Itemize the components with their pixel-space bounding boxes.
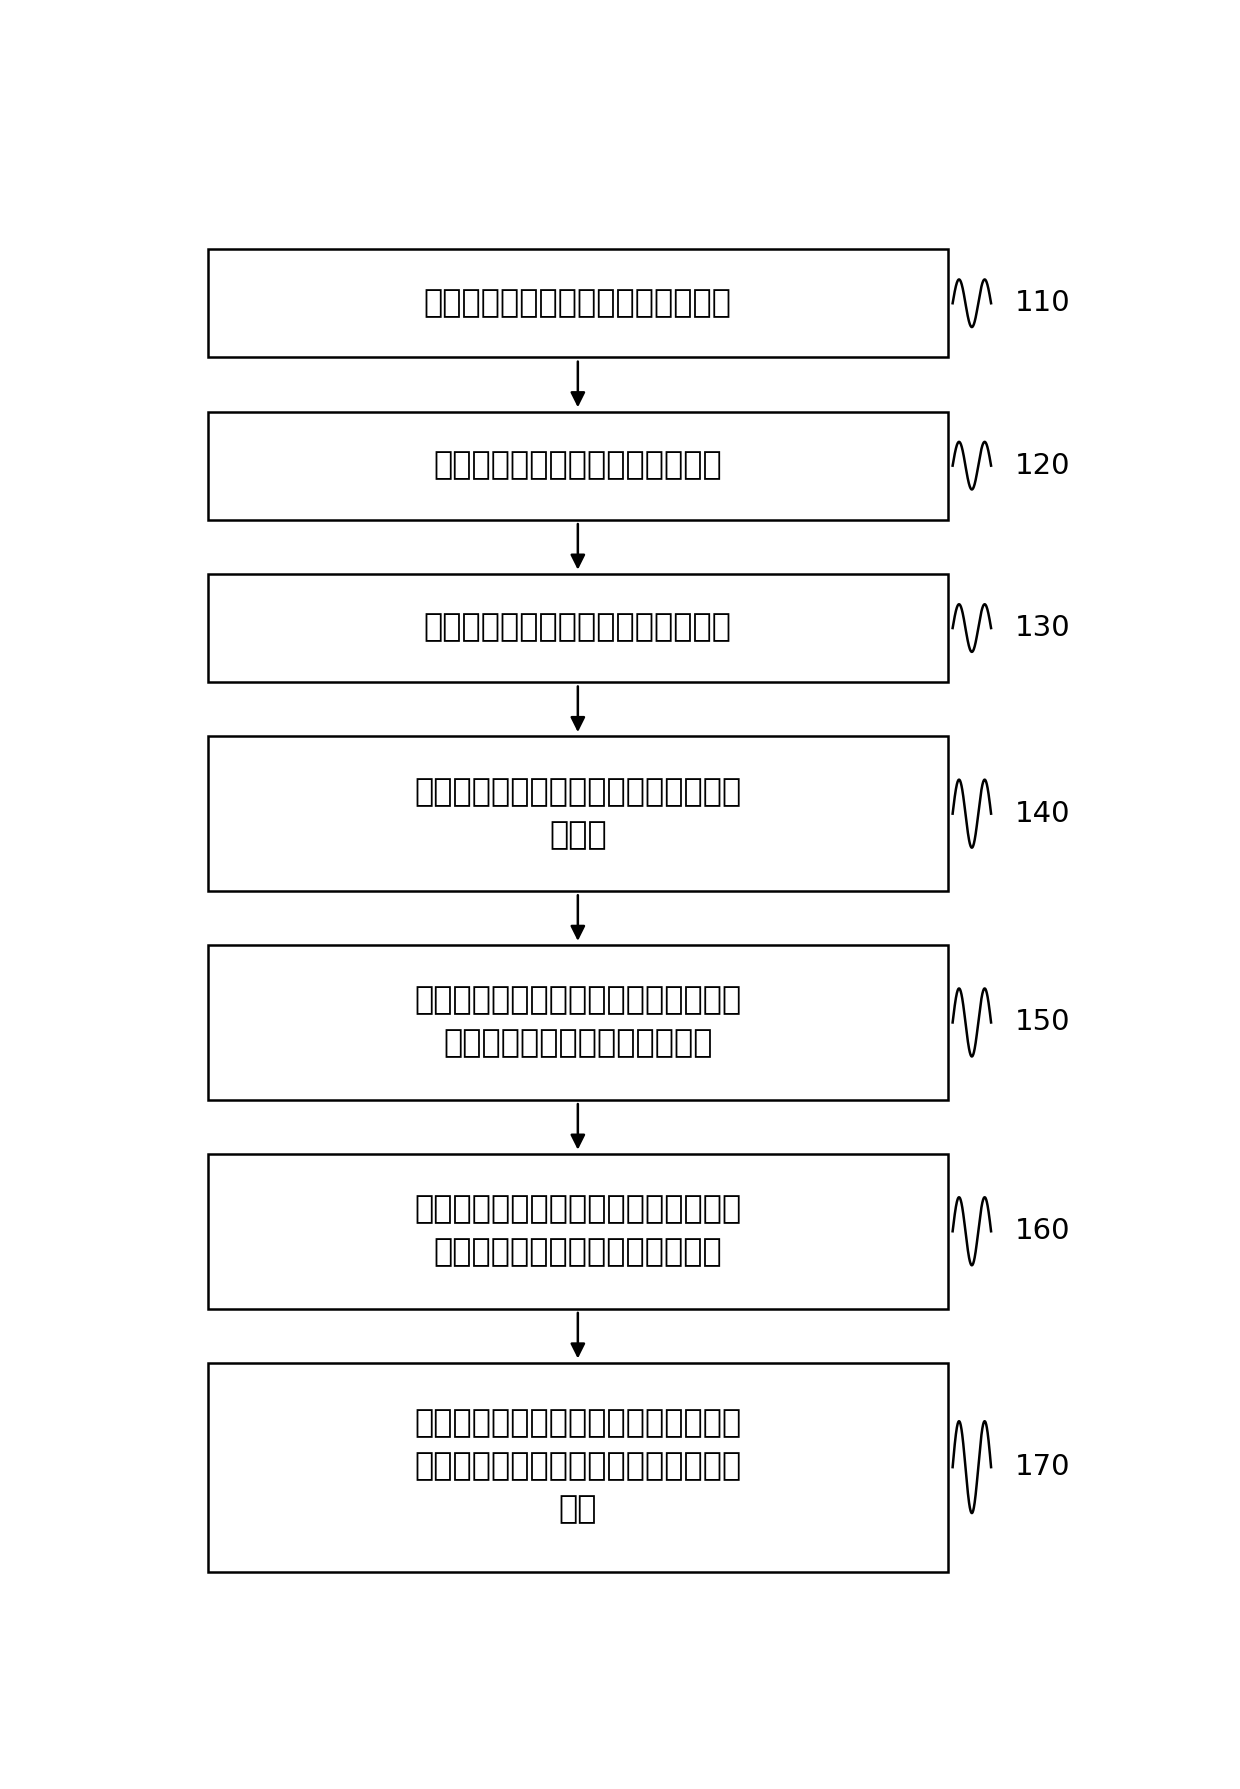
Text: 设置所述电化学储能机柜的温度场的环
境参数: 设置所述电化学储能机柜的温度场的环 境参数 [414, 776, 742, 850]
Bar [208, 945, 947, 1100]
Text: 将所述仿真值与实际测量值进行比对并
校正所述电池单体模型的物性参数: 将所述仿真值与实际测量值进行比对并 校正所述电池单体模型的物性参数 [414, 1195, 742, 1268]
Bar [208, 1154, 947, 1308]
Bar [208, 737, 947, 891]
Text: 170: 170 [1016, 1453, 1070, 1481]
Text: 将所述边界条件和所述环境参数耦合到
所述体热源模型中，输出仿真值: 将所述边界条件和所述环境参数耦合到 所述体热源模型中，输出仿真值 [414, 986, 742, 1059]
Bar [208, 411, 947, 521]
Text: 150: 150 [1016, 1009, 1070, 1036]
Text: 130: 130 [1016, 614, 1070, 642]
Bar [208, 1363, 947, 1571]
Text: 110: 110 [1016, 290, 1070, 317]
Text: 160: 160 [1016, 1217, 1070, 1245]
Text: 140: 140 [1016, 800, 1070, 828]
Text: 获取所述电化学储能机柜的机柜参数: 获取所述电化学储能机柜的机柜参数 [424, 288, 732, 318]
Bar [208, 249, 947, 358]
Text: 120: 120 [1016, 451, 1070, 479]
Bar [208, 574, 947, 682]
Text: 根据所述机柜参数计算得到边界条件: 根据所述机柜参数计算得到边界条件 [424, 612, 732, 644]
Text: 根据所述机柜参数建立体热源模型: 根据所述机柜参数建立体热源模型 [434, 451, 722, 481]
Text: 根据校正后的所述电池单体模型的物性
参数校正所述体热源模型并重新输出仿
真值: 根据校正后的所述电池单体模型的物性 参数校正所述体热源模型并重新输出仿 真值 [414, 1408, 742, 1526]
